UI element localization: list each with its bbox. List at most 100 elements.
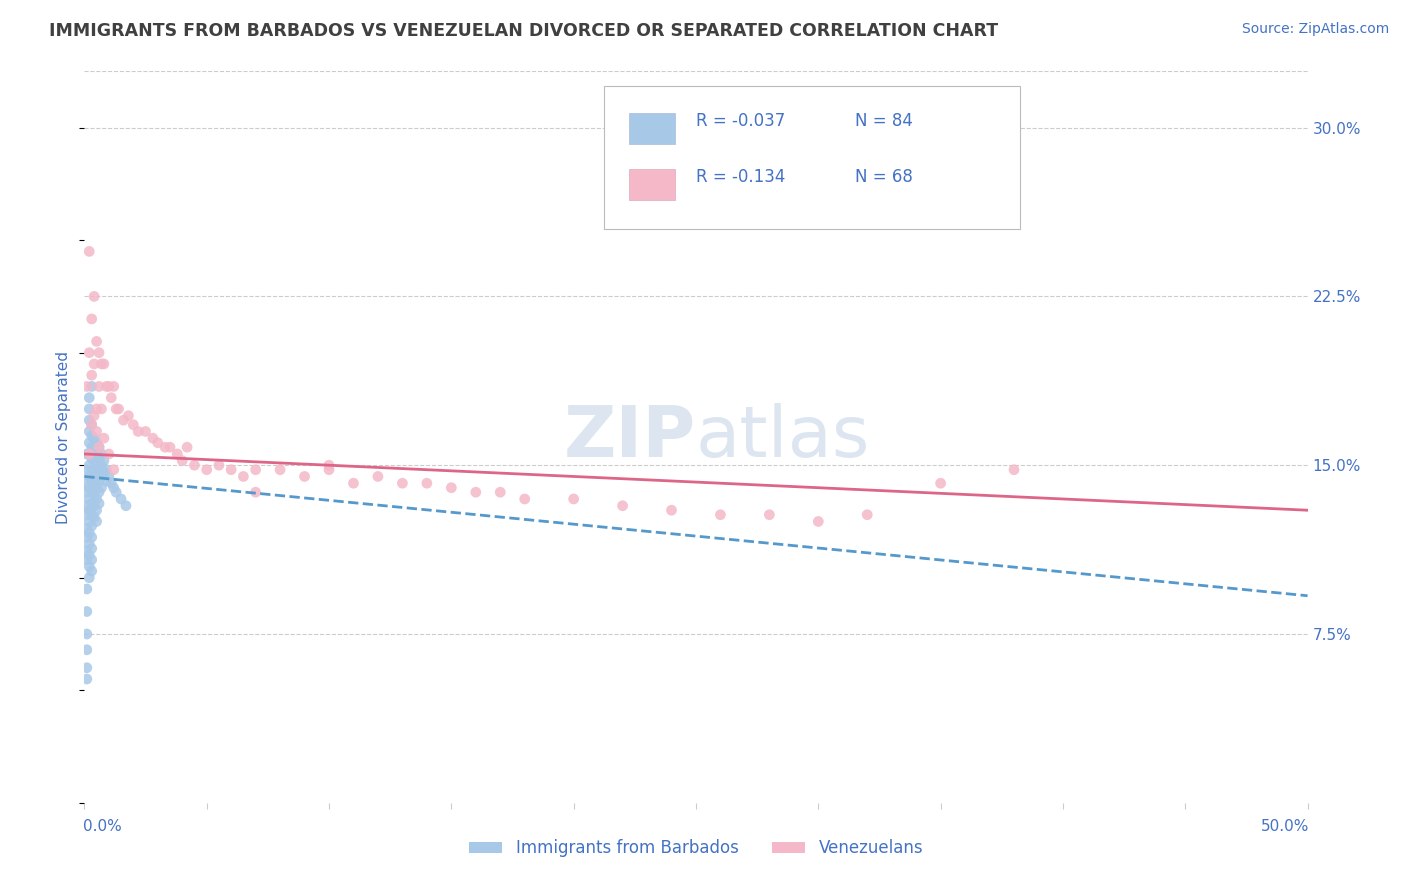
Point xyxy=(77,345,100,359)
Point xyxy=(97,469,120,483)
Point xyxy=(93,465,115,479)
Point xyxy=(709,508,731,522)
Point xyxy=(76,543,98,558)
Point xyxy=(77,548,100,562)
Point xyxy=(758,508,780,522)
Point xyxy=(77,244,100,259)
Point xyxy=(86,425,108,439)
Point xyxy=(294,469,316,483)
Point xyxy=(80,474,103,488)
Point xyxy=(76,582,98,596)
Point xyxy=(489,485,512,500)
Point xyxy=(90,357,112,371)
Point xyxy=(86,491,108,506)
Text: N = 84: N = 84 xyxy=(855,112,912,130)
Point xyxy=(176,440,198,454)
Point xyxy=(90,481,112,495)
Text: ZIP: ZIP xyxy=(564,402,696,472)
Point xyxy=(929,476,952,491)
Point xyxy=(77,491,100,506)
Point xyxy=(86,435,108,450)
Point xyxy=(76,553,98,567)
Point xyxy=(110,491,132,506)
Point xyxy=(122,417,145,432)
Point xyxy=(172,453,194,467)
Point xyxy=(80,440,103,454)
Point xyxy=(86,458,108,473)
Point xyxy=(80,463,103,477)
Text: R = -0.134: R = -0.134 xyxy=(696,169,786,186)
Point xyxy=(77,458,100,473)
Point xyxy=(77,469,100,483)
Point xyxy=(76,463,98,477)
Point xyxy=(96,379,118,393)
FancyBboxPatch shape xyxy=(628,113,675,144)
Point xyxy=(391,476,413,491)
Point xyxy=(159,440,181,454)
Point xyxy=(80,417,103,432)
Point xyxy=(105,485,128,500)
Point xyxy=(80,508,103,522)
Point xyxy=(83,289,105,303)
Point xyxy=(166,447,188,461)
Point xyxy=(80,379,103,393)
Point xyxy=(86,401,108,416)
Point xyxy=(107,401,129,416)
Point xyxy=(269,463,291,477)
Point xyxy=(208,458,231,473)
Point xyxy=(612,499,634,513)
Text: 50.0%: 50.0% xyxy=(1260,819,1309,834)
Point xyxy=(440,481,463,495)
Point xyxy=(83,453,105,467)
Point xyxy=(76,661,98,675)
Point xyxy=(76,605,98,619)
Point xyxy=(76,476,98,491)
Point xyxy=(117,409,139,423)
Point xyxy=(76,627,98,641)
Point xyxy=(112,413,135,427)
Text: N = 68: N = 68 xyxy=(855,169,912,186)
Point xyxy=(342,476,364,491)
FancyBboxPatch shape xyxy=(628,169,675,200)
Point xyxy=(77,391,100,405)
Point xyxy=(103,481,125,495)
Text: R = -0.037: R = -0.037 xyxy=(696,112,785,130)
Point xyxy=(83,465,105,479)
Point xyxy=(183,458,205,473)
Point xyxy=(245,485,267,500)
Point xyxy=(105,401,128,416)
Point xyxy=(77,413,100,427)
Point xyxy=(513,491,536,506)
Point xyxy=(77,559,100,574)
Point xyxy=(76,508,98,522)
Point xyxy=(97,379,120,393)
Point xyxy=(80,429,103,443)
Point xyxy=(93,431,115,445)
Point xyxy=(83,442,105,457)
Point xyxy=(77,435,100,450)
Point xyxy=(90,447,112,461)
Point xyxy=(80,519,103,533)
Point xyxy=(90,401,112,416)
Point xyxy=(76,672,98,686)
Point xyxy=(83,357,105,371)
Point xyxy=(103,463,125,477)
Point xyxy=(87,451,110,466)
Point xyxy=(232,469,254,483)
Point xyxy=(83,409,105,423)
Text: 0.0%: 0.0% xyxy=(83,819,122,834)
Point xyxy=(93,453,115,467)
Point xyxy=(86,515,108,529)
Point xyxy=(87,474,110,488)
Point xyxy=(87,379,110,393)
Legend: Immigrants from Barbados, Venezuelans: Immigrants from Barbados, Venezuelans xyxy=(463,832,929,864)
Point xyxy=(86,447,108,461)
Point xyxy=(195,463,218,477)
Point xyxy=(77,447,100,461)
Point xyxy=(245,463,267,477)
Point xyxy=(76,499,98,513)
Point xyxy=(103,379,125,393)
Point xyxy=(76,379,98,393)
Point xyxy=(80,451,103,466)
Point xyxy=(80,530,103,544)
